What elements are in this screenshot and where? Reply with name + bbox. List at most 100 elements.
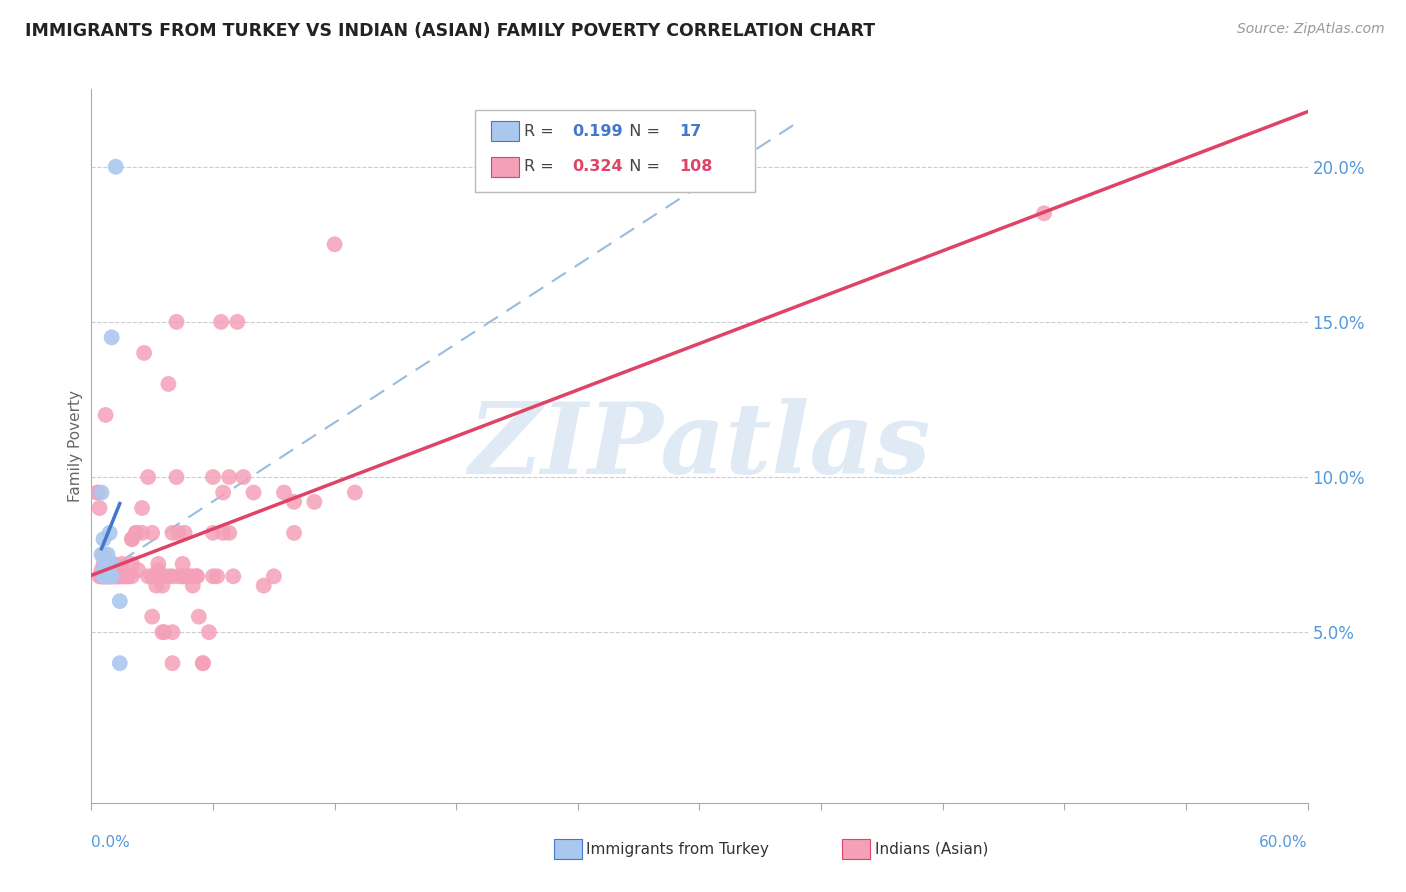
Text: Immigrants from Turkey: Immigrants from Turkey <box>586 842 769 856</box>
Point <box>202 569 225 583</box>
Point <box>108 569 131 583</box>
Point <box>232 470 254 484</box>
Point <box>131 525 153 540</box>
Point <box>90 569 112 583</box>
Point <box>1033 206 1056 220</box>
Point <box>94 563 117 577</box>
Point <box>141 525 163 540</box>
Point <box>157 569 180 583</box>
Point <box>202 470 225 484</box>
Point <box>304 495 326 509</box>
Point <box>107 569 129 583</box>
Point <box>157 376 180 391</box>
Point <box>127 563 149 577</box>
Text: N =: N = <box>619 124 665 138</box>
Point <box>148 563 170 577</box>
Point <box>104 569 127 583</box>
Point <box>132 346 155 360</box>
Point <box>181 569 204 583</box>
Text: R =: R = <box>524 160 560 174</box>
Point <box>108 569 131 583</box>
Point <box>97 569 120 583</box>
Point <box>131 501 153 516</box>
Point <box>93 569 115 583</box>
Point <box>90 563 112 577</box>
Point <box>111 563 134 577</box>
Point <box>283 495 305 509</box>
Point <box>93 532 115 546</box>
Text: 60.0%: 60.0% <box>1260 836 1308 850</box>
Point <box>100 557 122 571</box>
Point <box>112 569 135 583</box>
Point <box>89 569 111 583</box>
Point <box>125 525 148 540</box>
Point <box>98 563 121 577</box>
Point <box>181 579 204 593</box>
Point <box>94 569 117 583</box>
Point <box>111 557 134 571</box>
Point <box>86 485 108 500</box>
Point <box>90 569 112 583</box>
Point <box>97 569 120 583</box>
Point <box>212 525 235 540</box>
Point <box>218 470 240 484</box>
Text: 0.199: 0.199 <box>572 124 623 138</box>
Point <box>108 656 131 670</box>
Point <box>263 569 285 583</box>
Point <box>222 569 245 583</box>
Text: R =: R = <box>524 124 560 138</box>
Point <box>121 557 143 571</box>
Point <box>162 525 184 540</box>
Point <box>150 579 173 593</box>
Point <box>205 569 228 583</box>
Point <box>93 557 115 571</box>
Point <box>100 569 122 583</box>
Point <box>148 557 170 571</box>
Point <box>104 569 127 583</box>
Point <box>98 569 121 583</box>
Point <box>209 315 232 329</box>
Point <box>167 569 190 583</box>
Point <box>153 625 176 640</box>
Point <box>97 569 120 583</box>
Point <box>162 625 184 640</box>
Point <box>90 569 112 583</box>
Point <box>90 485 112 500</box>
Point <box>253 579 276 593</box>
Y-axis label: Family Poverty: Family Poverty <box>67 390 83 502</box>
Point <box>141 569 163 583</box>
Point <box>94 557 117 571</box>
Point <box>100 569 122 583</box>
Point <box>125 525 148 540</box>
Point <box>162 656 184 670</box>
Point <box>149 569 172 583</box>
Point <box>145 579 167 593</box>
Point <box>121 532 143 546</box>
Point <box>115 569 138 583</box>
Point <box>107 569 129 583</box>
Point <box>117 569 139 583</box>
Point <box>172 557 194 571</box>
Point <box>136 569 159 583</box>
Point <box>166 470 188 484</box>
Text: 0.0%: 0.0% <box>91 836 131 850</box>
Point <box>98 525 121 540</box>
Point <box>89 501 111 516</box>
Point <box>121 532 143 546</box>
Point <box>93 548 115 562</box>
Point <box>93 563 115 577</box>
Point <box>121 569 143 583</box>
Point <box>166 315 188 329</box>
Point <box>100 330 122 344</box>
Point <box>104 160 127 174</box>
Point <box>100 569 122 583</box>
Point <box>167 525 190 540</box>
Text: 108: 108 <box>679 160 713 174</box>
Point <box>202 525 225 540</box>
Point <box>93 569 115 583</box>
Point <box>186 569 208 583</box>
Point <box>191 656 214 670</box>
Point <box>343 485 366 500</box>
Point <box>187 609 209 624</box>
Point <box>273 485 295 500</box>
